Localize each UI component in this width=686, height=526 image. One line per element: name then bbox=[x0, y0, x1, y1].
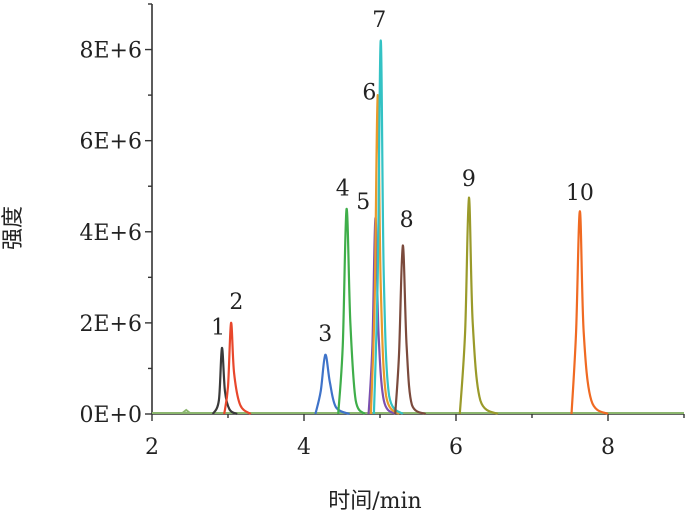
baseline-layer bbox=[152, 408, 684, 414]
peak-label-1: 1 bbox=[211, 315, 225, 340]
peak-label-8: 8 bbox=[400, 208, 414, 233]
peak-series-1 bbox=[211, 346, 238, 416]
y-tick-label: 4E+6 bbox=[80, 221, 143, 246]
x-ticks: 2 4 6 8 bbox=[145, 414, 685, 460]
y-tick-label: 0E+0 bbox=[80, 403, 143, 428]
y-ticks: 0E+0 2E+6 4E+6 6E+6 8E+6 bbox=[80, 3, 152, 428]
peak-labels: 12 3 45 6 7 8 9 10 bbox=[211, 8, 594, 347]
peak-series-3 bbox=[314, 353, 351, 416]
peak-series-10 bbox=[570, 210, 609, 415]
y-tick-label: 8E+6 bbox=[80, 39, 143, 64]
y-tick-label: 6E+6 bbox=[80, 130, 143, 155]
series-layer bbox=[211, 39, 609, 416]
peak-label-4: 4 bbox=[336, 176, 350, 201]
peak-series-2 bbox=[223, 321, 252, 415]
peak-label-2: 2 bbox=[229, 290, 243, 315]
x-tick-label: 6 bbox=[449, 435, 463, 460]
y-tick-label: 2E+6 bbox=[80, 312, 143, 337]
peak-label-10: 10 bbox=[566, 181, 594, 206]
x-tick-label: 2 bbox=[145, 435, 159, 460]
peak-label-5: 5 bbox=[356, 190, 370, 215]
peak-label-9: 9 bbox=[462, 167, 476, 192]
peak-label-3: 3 bbox=[318, 322, 332, 347]
baseline-blip bbox=[181, 408, 191, 414]
peak-label-6: 6 bbox=[362, 81, 376, 106]
x-tick-label: 8 bbox=[601, 435, 615, 460]
y-axis-label: 强度 bbox=[1, 206, 26, 250]
peak-series-4 bbox=[337, 207, 366, 415]
peak-series-9 bbox=[458, 196, 499, 415]
x-axis-label: 时间/min bbox=[328, 489, 421, 514]
peak-series-8 bbox=[394, 244, 427, 416]
peak-label-7: 7 bbox=[372, 8, 386, 33]
peak-series-7 bbox=[372, 39, 404, 415]
x-tick-label: 4 bbox=[297, 435, 311, 460]
